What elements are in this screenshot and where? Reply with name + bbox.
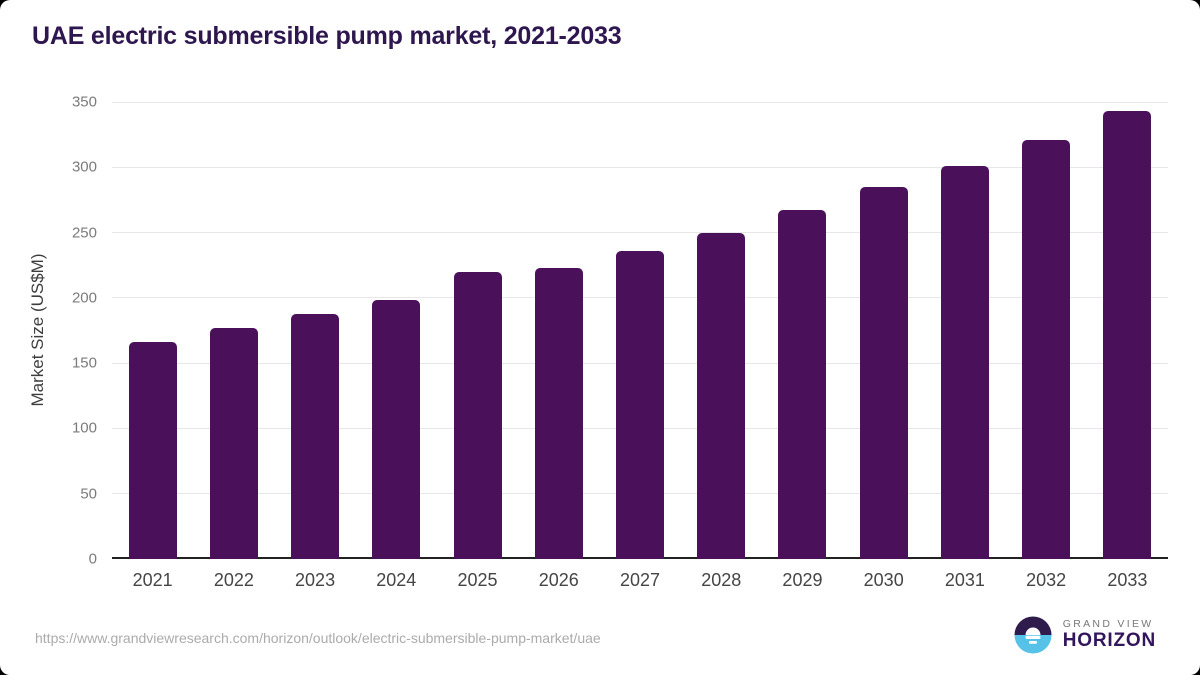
chart-title: UAE electric submersible pump market, 20… bbox=[32, 22, 622, 50]
x-tick-label-2025: 2025 bbox=[457, 570, 498, 590]
bar-2033 bbox=[1103, 111, 1152, 559]
horizon-logo-icon bbox=[1013, 615, 1053, 655]
y-tick-label-300: 300 bbox=[71, 158, 97, 176]
bar-2031 bbox=[940, 165, 989, 559]
logo-text-grand-view: GRAND VIEW bbox=[1062, 618, 1154, 631]
bar-2030 bbox=[859, 186, 908, 559]
grandview-horizon-logo: GRAND VIEW HORIZON bbox=[1013, 615, 1156, 655]
y-tick-label-150: 150 bbox=[71, 354, 97, 372]
logo-text-horizon: HORIZON bbox=[1062, 630, 1156, 652]
x-tick-label-2026: 2026 bbox=[538, 570, 579, 590]
x-tick-label-2033: 2033 bbox=[1107, 570, 1148, 590]
x-tick-label-2030: 2030 bbox=[863, 570, 904, 590]
logo-text: GRAND VIEW HORIZON bbox=[1063, 618, 1156, 652]
bar-2026 bbox=[534, 267, 583, 559]
y-tick-label-200: 200 bbox=[71, 289, 97, 307]
x-tick-label-2024: 2024 bbox=[376, 570, 417, 590]
bar-2029 bbox=[778, 210, 827, 559]
x-tick-label-2027: 2027 bbox=[619, 570, 661, 590]
bar-2023 bbox=[291, 313, 340, 559]
x-tick-label-2032: 2032 bbox=[1026, 570, 1067, 590]
gridline-350 bbox=[112, 101, 1168, 103]
source-url: https://www.grandviewresearch.com/horizo… bbox=[35, 630, 601, 646]
bar-2027 bbox=[616, 250, 664, 559]
x-tick-label-2031: 2031 bbox=[944, 570, 985, 590]
y-tick-label-50: 50 bbox=[80, 485, 97, 503]
x-tick-label-2028: 2028 bbox=[701, 570, 742, 590]
bar-2025 bbox=[453, 271, 502, 559]
y-tick-label-0: 0 bbox=[88, 550, 97, 568]
bar-2021 bbox=[128, 342, 177, 559]
y-axis-title: Market Size (US$M) bbox=[28, 253, 47, 407]
bar-2022 bbox=[209, 327, 258, 559]
bar-2024 bbox=[372, 300, 421, 559]
x-tick-label-2029: 2029 bbox=[782, 570, 823, 590]
bar-2032 bbox=[1022, 139, 1071, 559]
bar-2028 bbox=[697, 232, 746, 559]
y-tick-label-250: 250 bbox=[71, 224, 97, 242]
x-tick-label-2023: 2023 bbox=[295, 570, 336, 590]
x-tick-label-2021: 2021 bbox=[132, 570, 173, 590]
y-tick-label-350: 350 bbox=[71, 93, 97, 111]
x-tick-label-2022: 2022 bbox=[213, 570, 254, 590]
gridline-250 bbox=[112, 232, 1168, 234]
gridline-300 bbox=[112, 166, 1168, 168]
y-tick-label-100: 100 bbox=[71, 419, 97, 437]
